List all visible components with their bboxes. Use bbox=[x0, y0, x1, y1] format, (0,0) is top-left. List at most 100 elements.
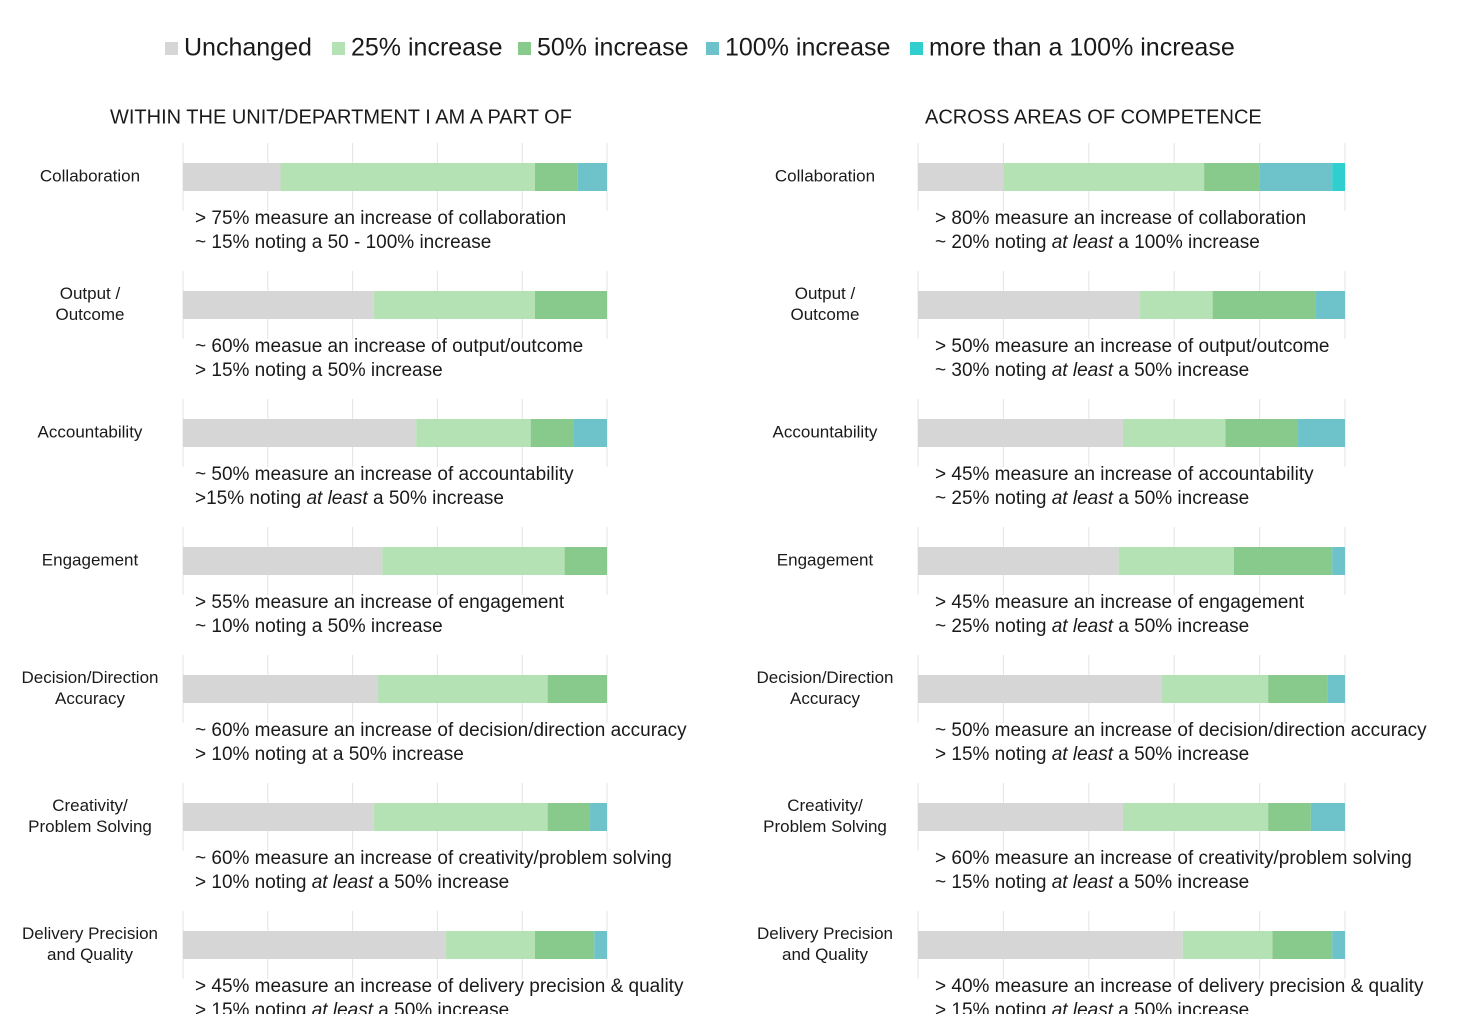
bar-segment bbox=[1003, 163, 1205, 191]
note-emphasis: at least bbox=[1052, 232, 1114, 253]
note-text: ~ 60% measure an increase of decision/di… bbox=[195, 720, 687, 741]
note: > 15% noting at least a 50% increase bbox=[195, 1000, 509, 1014]
row-label: Engagement bbox=[42, 550, 139, 569]
note-text: > 15% noting bbox=[935, 1000, 1052, 1014]
note-text: > 80% measure an increase of collaborati… bbox=[935, 208, 1306, 229]
note: > 45% measure an increase of delivery pr… bbox=[195, 976, 684, 997]
note: > 45% measure an increase of engagement bbox=[935, 592, 1305, 613]
note-text: > 15% noting bbox=[935, 744, 1052, 765]
bar-segment bbox=[1332, 931, 1345, 959]
bar-segment bbox=[1272, 931, 1333, 959]
row-label: Collaboration bbox=[40, 166, 140, 185]
note-text: ~ 25% noting bbox=[935, 488, 1052, 509]
bar-segment bbox=[1298, 419, 1345, 447]
note: > 10% noting at a 50% increase bbox=[195, 744, 464, 765]
note: > 55% measure an increase of engagement bbox=[195, 592, 565, 613]
note-emphasis: at least bbox=[1052, 1000, 1114, 1014]
legend-swatch bbox=[518, 42, 531, 55]
row-label: Accountability bbox=[773, 422, 878, 441]
bar-segment bbox=[1332, 547, 1345, 575]
bar-segment bbox=[280, 163, 535, 191]
panel-title: ACROSS AREAS OF COMPETENCE bbox=[925, 106, 1262, 128]
note-text: > 45% measure an increase of accountabil… bbox=[935, 464, 1314, 485]
note-text: a 50% increase bbox=[1113, 872, 1249, 893]
note-emphasis: at least bbox=[1052, 488, 1114, 509]
bar-segment bbox=[1225, 419, 1299, 447]
note-text: > 55% measure an increase of engagement bbox=[195, 592, 565, 613]
bar-segment bbox=[547, 803, 591, 831]
legend-label: Unchanged bbox=[184, 34, 312, 62]
bar-segment bbox=[1327, 675, 1345, 703]
note: ~ 50% measure an increase of decision/di… bbox=[935, 720, 1427, 741]
bar-segment bbox=[547, 675, 607, 703]
bar-segment bbox=[594, 931, 607, 959]
row-label: Delivery Precision bbox=[22, 924, 158, 943]
bar-segment bbox=[373, 803, 548, 831]
legend-label: 100% increase bbox=[725, 34, 890, 62]
bar-segment bbox=[1140, 291, 1213, 319]
row-label: Accuracy bbox=[55, 689, 125, 708]
note-text: > 15% noting a 50% increase bbox=[195, 360, 443, 381]
note-text: a 50% increase bbox=[1113, 744, 1249, 765]
note: > 50% measure an increase of output/outc… bbox=[935, 336, 1330, 357]
note: ~ 15% noting a 50 - 100% increase bbox=[195, 232, 491, 253]
note-text: ~ 15% noting bbox=[935, 872, 1052, 893]
legend-label: more than a 100% increase bbox=[929, 34, 1235, 62]
bar-segment bbox=[1310, 803, 1345, 831]
row-label: Creativity/ bbox=[787, 796, 863, 815]
note-emphasis: at least bbox=[1052, 616, 1114, 637]
bar-segment bbox=[918, 803, 1123, 831]
note-text: > 75% measure an increase of collaborati… bbox=[195, 208, 566, 229]
row-label: Creativity/ bbox=[52, 796, 128, 815]
bar-segment bbox=[1118, 547, 1234, 575]
bar-segment bbox=[534, 163, 578, 191]
note-text: ~ 10% noting a 50% increase bbox=[195, 616, 443, 637]
bar-segment bbox=[590, 803, 607, 831]
legend-label: 25% increase bbox=[351, 34, 502, 62]
row-label: Problem Solving bbox=[763, 817, 887, 836]
bar-segment bbox=[183, 803, 374, 831]
note-emphasis: at least bbox=[306, 488, 368, 509]
note: ~ 25% noting at least a 50% increase bbox=[935, 616, 1249, 637]
bar-segment bbox=[1268, 803, 1311, 831]
bar-segment bbox=[918, 675, 1162, 703]
note-text: > 10% noting bbox=[195, 872, 312, 893]
note: ~ 10% noting a 50% increase bbox=[195, 616, 443, 637]
note: > 80% measure an increase of collaborati… bbox=[935, 208, 1306, 229]
note: > 15% noting a 50% increase bbox=[195, 360, 443, 381]
row-label: Engagement bbox=[777, 550, 874, 569]
note-text: ~ 15% noting a 50 - 100% increase bbox=[195, 232, 491, 253]
note-text: ~ 60% measue an increase of output/outco… bbox=[195, 336, 583, 357]
bar-segment bbox=[530, 419, 574, 447]
bar-segment bbox=[573, 419, 607, 447]
bar-segment bbox=[183, 163, 281, 191]
note-text: ~ 50% measure an increase of accountabil… bbox=[195, 464, 574, 485]
note-emphasis: at least bbox=[312, 1000, 374, 1014]
note: ~ 60% measure an increase of decision/di… bbox=[195, 720, 687, 741]
bar-segment bbox=[918, 163, 1004, 191]
legend-swatch bbox=[332, 42, 345, 55]
note: > 15% noting at least a 50% increase bbox=[935, 744, 1249, 765]
note-emphasis: at least bbox=[1052, 872, 1114, 893]
bar-segment bbox=[1315, 291, 1345, 319]
bar-segment bbox=[534, 291, 607, 319]
note-text: ~ 30% noting bbox=[935, 360, 1052, 381]
note: > 40% measure an increase of delivery pr… bbox=[935, 976, 1424, 997]
note-text: > 45% measure an increase of delivery pr… bbox=[195, 976, 684, 997]
note: > 15% noting at least a 50% increase bbox=[935, 1000, 1249, 1014]
row-label: Problem Solving bbox=[28, 817, 152, 836]
bar-segment bbox=[918, 547, 1119, 575]
note-text: a 50% increase bbox=[1113, 360, 1249, 381]
note-text: > 10% noting at a 50% increase bbox=[195, 744, 464, 765]
row-label: Output / bbox=[795, 284, 856, 303]
legend-swatch bbox=[165, 42, 178, 55]
bar-segment bbox=[1122, 803, 1269, 831]
note-text: > 15% noting bbox=[195, 1000, 312, 1014]
bar-segment bbox=[1182, 931, 1273, 959]
row-label: Outcome bbox=[56, 305, 125, 324]
row-label: Accuracy bbox=[790, 689, 860, 708]
note-emphasis: at least bbox=[312, 872, 374, 893]
row-label: Outcome bbox=[791, 305, 860, 324]
note-text: > 50% measure an increase of output/outc… bbox=[935, 336, 1330, 357]
